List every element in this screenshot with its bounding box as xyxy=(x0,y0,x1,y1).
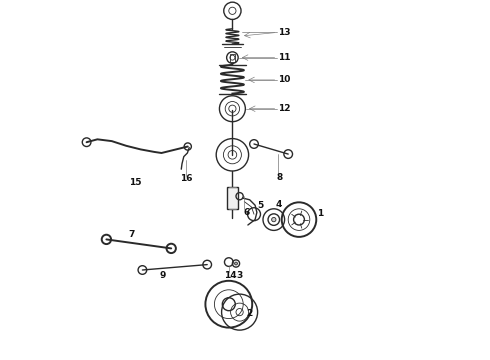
Text: 8: 8 xyxy=(277,173,283,181)
Text: 15: 15 xyxy=(129,178,142,187)
Text: 3: 3 xyxy=(237,271,243,280)
Text: 7: 7 xyxy=(128,230,134,239)
Text: 5: 5 xyxy=(258,201,264,210)
Text: 13: 13 xyxy=(278,28,291,37)
Text: 6: 6 xyxy=(244,208,250,217)
Circle shape xyxy=(235,262,238,265)
Text: 9: 9 xyxy=(160,271,166,280)
Text: 12: 12 xyxy=(278,104,291,113)
Text: 14: 14 xyxy=(224,271,237,280)
Bar xyxy=(229,54,235,62)
Text: 10: 10 xyxy=(278,76,291,85)
Text: 11: 11 xyxy=(278,53,291,62)
Text: 2: 2 xyxy=(246,309,252,318)
Text: 4: 4 xyxy=(275,200,282,209)
Text: 1: 1 xyxy=(317,208,323,217)
Circle shape xyxy=(271,217,276,222)
Text: 16: 16 xyxy=(180,174,193,183)
Bar xyxy=(227,187,238,209)
